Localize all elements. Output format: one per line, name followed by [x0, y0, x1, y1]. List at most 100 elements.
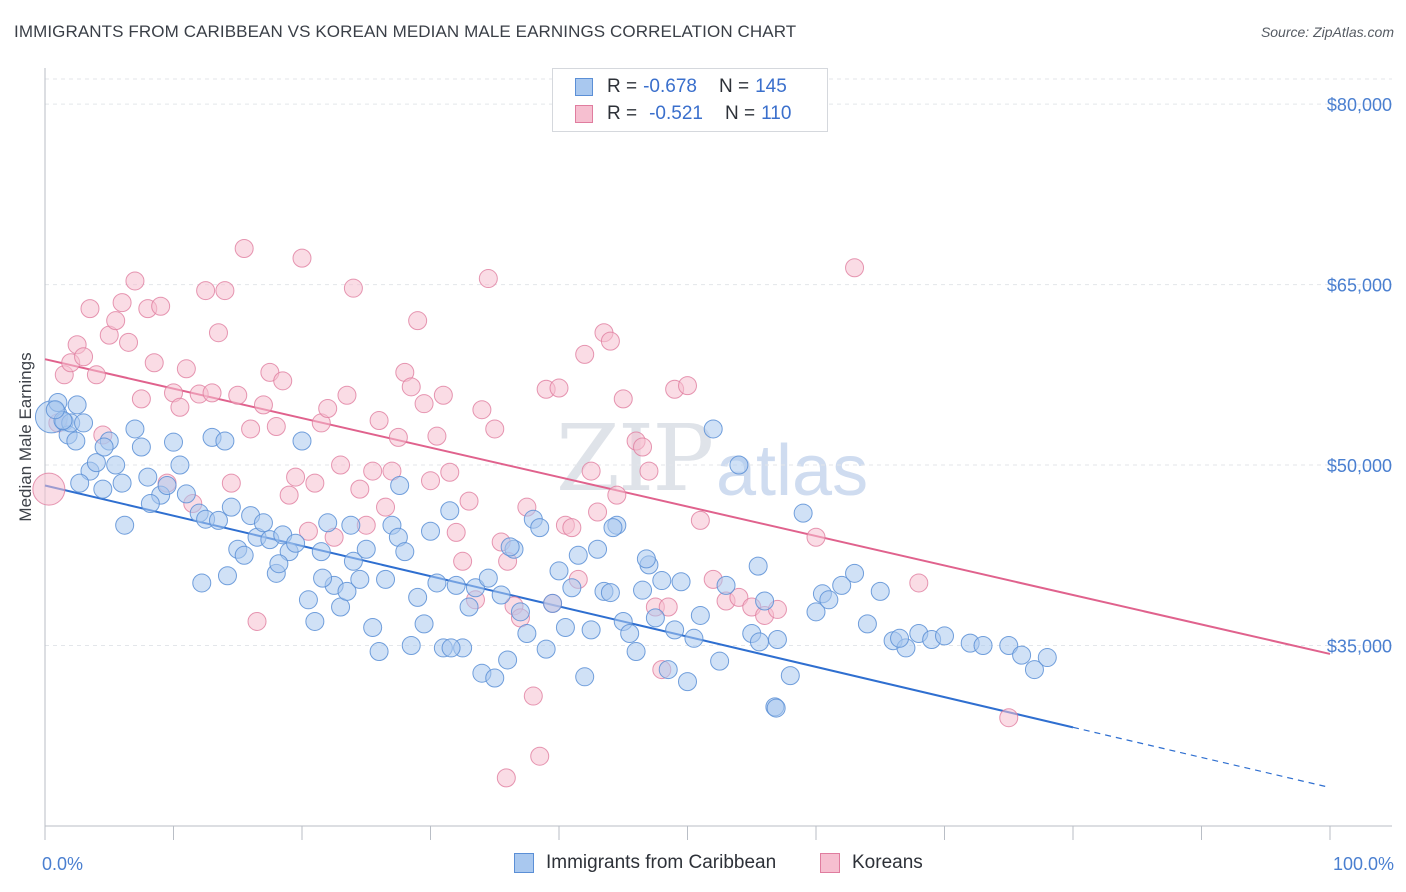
caribbean-point	[45, 400, 65, 420]
legend-item-caribbean: Immigrants from Caribbean	[514, 852, 776, 874]
korean-point	[690, 510, 710, 530]
caribbean-point	[890, 628, 910, 648]
korean-point	[80, 299, 100, 319]
source-label: Source: ZipAtlas.com	[1260, 24, 1394, 40]
korean-point	[658, 597, 678, 617]
caribbean-point	[318, 513, 338, 533]
legend-r-label: R =	[607, 76, 638, 97]
korean-point	[253, 395, 273, 415]
korean-point	[581, 461, 601, 481]
caribbean-point	[408, 587, 428, 607]
korean-point	[112, 293, 132, 313]
legend-label-caribbean: Immigrants from Caribbean	[546, 852, 777, 873]
caribbean-point	[678, 672, 697, 692]
series-legend: Immigrants from Caribbean Koreans	[0, 852, 1406, 878]
caribbean-trend-extension	[1072, 726, 1331, 789]
korean-point	[131, 389, 151, 409]
caribbean-point	[1024, 660, 1044, 680]
caribbean-point	[568, 545, 588, 565]
caribbean-point	[440, 501, 460, 521]
caribbean-point	[112, 473, 132, 493]
caribbean-point	[376, 569, 396, 589]
caribbean-point	[491, 585, 511, 605]
caribbean-point	[603, 518, 623, 538]
korean-point	[909, 573, 929, 593]
caribbean-point	[748, 556, 768, 576]
caribbean-point	[536, 639, 556, 659]
caribbean-point	[510, 602, 530, 622]
korean-point	[562, 518, 582, 538]
caribbean-point	[292, 431, 312, 451]
caribbean-point	[832, 575, 852, 595]
legend-n-value: 110	[761, 103, 792, 124]
korean-point	[414, 394, 434, 414]
caribbean-point	[369, 642, 389, 662]
caribbean-point	[652, 571, 672, 591]
chart-title: IMMIGRANTS FROM CARIBBEAN VS KOREAN MEDI…	[14, 22, 797, 41]
korean-point	[729, 587, 749, 607]
korean-point	[485, 419, 505, 439]
legend-r-value: -0.678	[643, 76, 697, 97]
caribbean-point	[703, 419, 723, 439]
caribbean-point	[857, 614, 877, 634]
korean-point	[176, 359, 196, 379]
caribbean-point	[269, 554, 289, 574]
korean-point	[496, 768, 516, 788]
legend-row-korean: R = -0.521 N = 110	[575, 102, 791, 126]
korean-point	[369, 411, 389, 431]
korean-point	[350, 479, 370, 499]
legend-r-value: -0.521	[649, 103, 703, 124]
y-tick-label: $80,000	[1327, 95, 1392, 115]
y-axis-label: Median Male Earnings	[16, 352, 35, 521]
korean-point	[125, 271, 145, 291]
korean-point	[151, 296, 171, 316]
korean-point	[266, 417, 286, 437]
korean-point	[86, 365, 106, 385]
korean-point	[472, 400, 492, 420]
caribbean-points	[34, 392, 1057, 718]
caribbean-point	[441, 638, 461, 658]
korean-point	[613, 389, 633, 409]
caribbean-point	[115, 515, 135, 535]
legend-swatch-korean	[820, 853, 840, 873]
caribbean-point	[845, 563, 865, 583]
caribbean-point	[208, 510, 228, 530]
caribbean-point	[671, 572, 691, 592]
legend-item-korean: Koreans	[820, 852, 923, 874]
korean-point	[633, 437, 653, 457]
korean-point	[408, 311, 428, 331]
korean-point	[530, 746, 550, 766]
legend-r-label: R =	[607, 103, 638, 124]
korean-point	[241, 419, 261, 439]
korean-point	[170, 397, 190, 417]
caribbean-point	[414, 614, 434, 634]
korean-point	[215, 281, 235, 301]
caribbean-point	[313, 568, 333, 588]
korean-point	[228, 385, 248, 405]
korean-point	[433, 385, 453, 405]
caribbean-point	[427, 573, 447, 593]
caribbean-point	[658, 660, 678, 680]
legend-n-value: 145	[755, 76, 787, 97]
korean-point	[427, 426, 447, 446]
korean-point	[363, 461, 383, 481]
caribbean-point	[446, 575, 466, 595]
korean-point	[331, 455, 351, 475]
korean-point	[144, 353, 164, 373]
caribbean-point	[140, 494, 160, 514]
caribbean-point	[755, 591, 775, 611]
caribbean-point	[421, 521, 440, 541]
caribbean-point	[517, 623, 537, 643]
caribbean-point	[716, 575, 736, 595]
caribbean-point	[543, 593, 563, 613]
korean-point	[523, 686, 543, 706]
korean-point	[292, 248, 312, 268]
caribbean-point	[485, 668, 505, 688]
caribbean-point	[684, 628, 704, 648]
caribbean-point	[806, 602, 826, 622]
caribbean-point	[363, 617, 383, 637]
legend-n-label: N =	[718, 76, 750, 97]
caribbean-point	[164, 432, 183, 452]
caribbean-point	[350, 569, 370, 589]
